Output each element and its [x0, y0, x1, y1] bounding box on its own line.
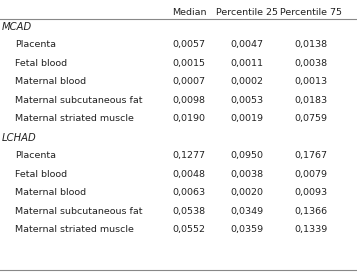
Text: 0,0138: 0,0138 — [294, 41, 327, 50]
Text: Fetal blood: Fetal blood — [15, 59, 67, 68]
Text: 0,0538: 0,0538 — [173, 207, 206, 216]
Text: 0,0015: 0,0015 — [173, 59, 206, 68]
Text: 0,0013: 0,0013 — [294, 78, 327, 86]
Text: 0,0093: 0,0093 — [294, 188, 327, 197]
Text: 0,1339: 0,1339 — [294, 225, 327, 234]
Text: Median: Median — [172, 8, 206, 17]
Text: Maternal blood: Maternal blood — [15, 188, 86, 197]
Text: 0,1767: 0,1767 — [294, 152, 327, 160]
Text: 0,0057: 0,0057 — [173, 41, 206, 50]
Text: Percentile 75: Percentile 75 — [280, 8, 342, 17]
Text: 0,0098: 0,0098 — [173, 96, 206, 105]
Text: 0,0359: 0,0359 — [231, 225, 263, 234]
Text: 0,0190: 0,0190 — [173, 115, 206, 123]
Text: 0,0759: 0,0759 — [294, 115, 327, 123]
Text: Maternal blood: Maternal blood — [15, 78, 86, 86]
Text: 0,0011: 0,0011 — [231, 59, 263, 68]
Text: 0,0053: 0,0053 — [231, 96, 263, 105]
Text: Percentile 25: Percentile 25 — [216, 8, 278, 17]
Text: 0,0950: 0,0950 — [231, 152, 263, 160]
Text: 0,0047: 0,0047 — [231, 41, 263, 50]
Text: LCHAD: LCHAD — [2, 133, 36, 143]
Text: MCAD: MCAD — [2, 22, 32, 32]
Text: 0,0038: 0,0038 — [294, 59, 327, 68]
Text: 0,1277: 0,1277 — [173, 152, 206, 160]
Text: 0,0007: 0,0007 — [173, 78, 206, 86]
Text: Maternal subcutaneous fat: Maternal subcutaneous fat — [15, 207, 143, 216]
Text: Maternal subcutaneous fat: Maternal subcutaneous fat — [15, 96, 143, 105]
Text: Placenta: Placenta — [15, 152, 56, 160]
Text: Fetal blood: Fetal blood — [15, 170, 67, 179]
Text: 0,0002: 0,0002 — [231, 78, 263, 86]
Text: 0,1366: 0,1366 — [294, 207, 327, 216]
Text: 0,0019: 0,0019 — [231, 115, 263, 123]
Text: 0,0183: 0,0183 — [294, 96, 327, 105]
Text: 0,0020: 0,0020 — [231, 188, 263, 197]
Text: 0,0349: 0,0349 — [231, 207, 263, 216]
Text: 0,0038: 0,0038 — [231, 170, 263, 179]
Text: 0,0079: 0,0079 — [294, 170, 327, 179]
Text: Maternal striated muscle: Maternal striated muscle — [15, 225, 134, 234]
Text: 0,0063: 0,0063 — [173, 188, 206, 197]
Text: Placenta: Placenta — [15, 41, 56, 50]
Text: Maternal striated muscle: Maternal striated muscle — [15, 115, 134, 123]
Text: 0,0552: 0,0552 — [173, 225, 206, 234]
Text: 0,0048: 0,0048 — [173, 170, 206, 179]
